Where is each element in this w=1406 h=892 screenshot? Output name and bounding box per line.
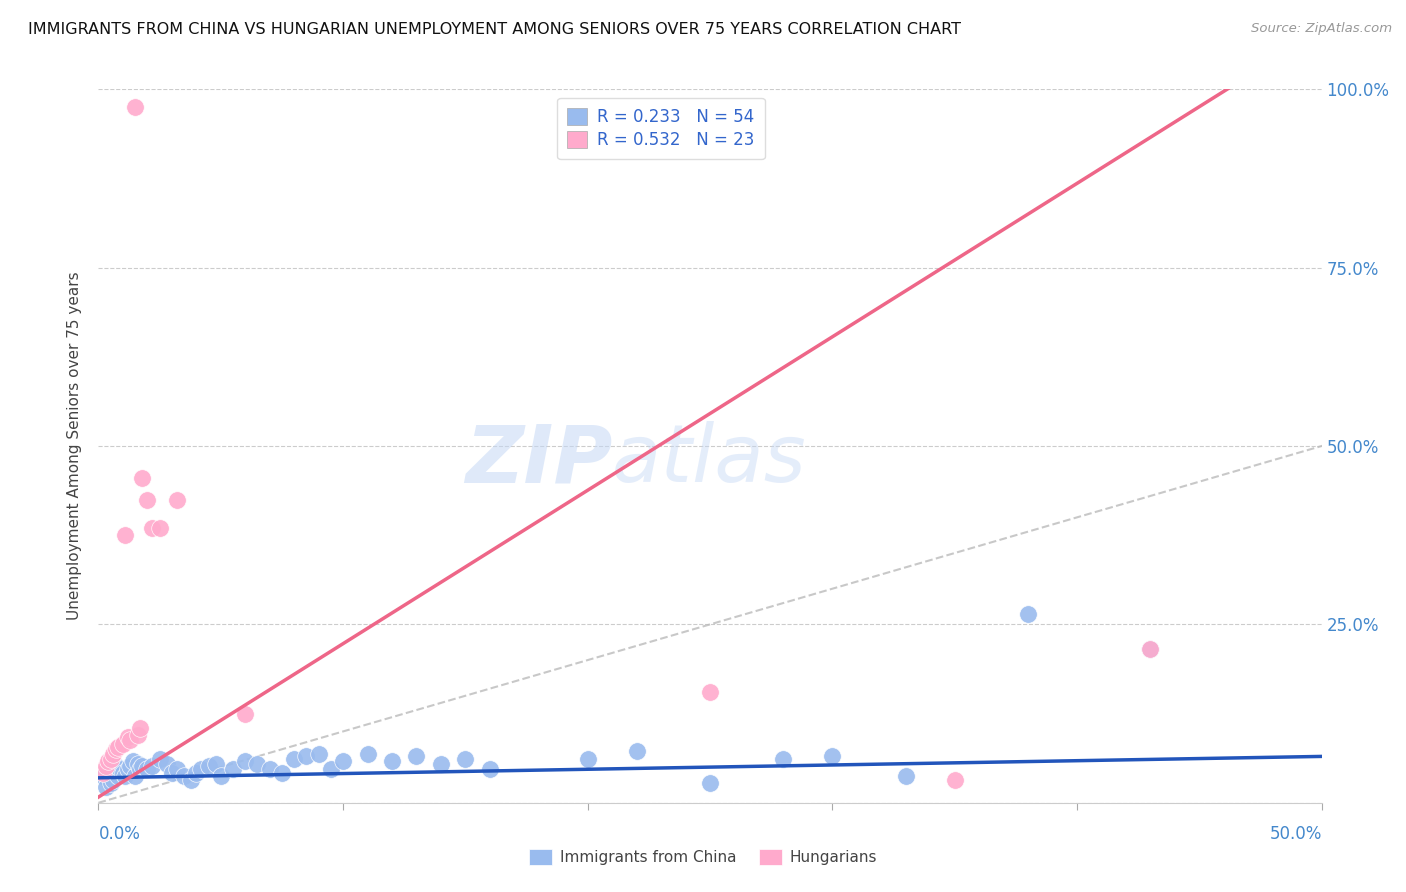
Point [120,758,142,772]
Text: 0.0%: 0.0% [98,825,141,843]
Point [121,755,143,769]
Point [295,749,318,764]
Point [772,751,794,765]
Point [166,762,188,776]
Y-axis label: Unemployment Among Seniors over 75 years: Unemployment Among Seniors over 75 years [67,272,83,620]
Point [233,755,256,769]
Point [131,758,153,772]
Point [381,755,404,769]
Point [430,756,453,771]
Point [136,492,159,507]
Point [94,758,117,772]
Point [205,756,228,771]
Point [1017,607,1039,621]
Point [233,706,256,721]
Point [821,749,844,764]
Point [111,765,134,780]
Point [283,751,305,765]
Point [104,758,127,772]
Point [129,762,152,776]
Text: ZIP: ZIP [465,421,612,500]
Point [124,769,146,783]
Point [91,769,114,783]
Point [114,769,136,783]
Point [117,730,139,744]
Point [100,776,122,790]
Point [127,728,149,742]
Point [1139,642,1161,657]
Point [141,758,163,772]
Point [356,747,378,762]
Point [100,751,122,765]
Point [626,744,648,758]
Point [160,765,183,780]
Point [94,780,117,794]
Point [97,765,120,780]
Point [117,762,139,776]
Point [107,740,129,755]
Point [156,756,179,771]
Point [894,769,917,783]
Point [166,492,188,507]
Point [104,742,127,756]
Point [110,762,132,776]
Point [136,762,159,776]
Point [308,747,330,762]
Point [111,737,134,751]
Point [246,756,269,771]
Point [197,758,219,772]
Legend: R = 0.233   N = 54, R = 0.532   N = 23: R = 0.233 N = 54, R = 0.532 N = 23 [557,97,765,159]
Point [129,721,152,735]
Point [173,769,195,783]
Point [259,762,281,776]
Point [91,765,114,780]
Point [454,751,477,765]
Point [699,776,721,790]
Point [405,749,427,764]
Point [141,521,163,535]
Text: Source: ZipAtlas.com: Source: ZipAtlas.com [1251,22,1392,36]
Point [576,751,599,765]
Text: 50.0%: 50.0% [1270,825,1322,843]
Point [319,762,342,776]
Point [1139,642,1161,657]
Point [149,521,172,535]
Point [699,685,721,699]
Point [332,755,354,769]
Point [186,765,208,780]
Point [97,755,120,769]
Point [131,471,153,485]
Point [127,756,149,771]
Point [149,751,172,765]
Point [120,733,142,747]
Point [101,747,124,762]
Point [101,772,124,787]
Point [478,762,501,776]
Point [222,762,245,776]
Point [124,100,146,114]
Point [107,769,129,783]
Text: IMMIGRANTS FROM CHINA VS HUNGARIAN UNEMPLOYMENT AMONG SENIORS OVER 75 YEARS CORR: IMMIGRANTS FROM CHINA VS HUNGARIAN UNEMP… [28,22,962,37]
Point [209,769,232,783]
Point [114,528,136,542]
Point [943,772,966,787]
Point [270,765,294,780]
Point [190,762,212,776]
Point [180,772,202,787]
Text: atlas: atlas [612,421,807,500]
Legend: Immigrants from China, Hungarians: Immigrants from China, Hungarians [523,843,883,871]
